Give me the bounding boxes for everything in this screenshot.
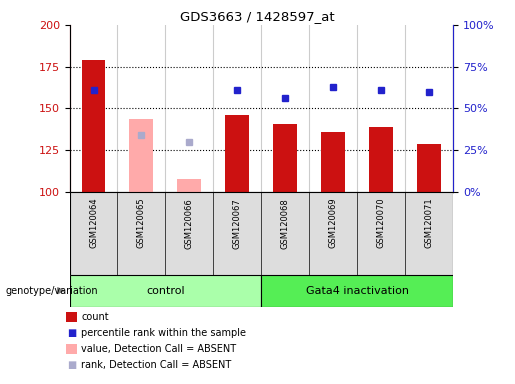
Text: Gata4 inactivation: Gata4 inactivation xyxy=(306,286,409,296)
Bar xyxy=(273,124,297,192)
Bar xyxy=(81,60,106,192)
Bar xyxy=(261,275,453,307)
Bar xyxy=(226,115,249,192)
Bar xyxy=(417,144,441,192)
Text: genotype/variation: genotype/variation xyxy=(5,286,98,296)
Text: GSM120067: GSM120067 xyxy=(233,198,242,248)
Bar xyxy=(178,179,201,192)
Text: GSM120068: GSM120068 xyxy=(281,198,290,248)
Text: GSM120069: GSM120069 xyxy=(329,198,338,248)
Text: GSM120071: GSM120071 xyxy=(425,198,434,248)
Bar xyxy=(369,127,393,192)
Text: GDS3663 / 1428597_at: GDS3663 / 1428597_at xyxy=(180,10,335,23)
Text: GSM120064: GSM120064 xyxy=(89,198,98,248)
Text: GSM120065: GSM120065 xyxy=(137,198,146,248)
Text: count: count xyxy=(81,312,109,322)
Text: rank, Detection Call = ABSENT: rank, Detection Call = ABSENT xyxy=(81,360,232,370)
Text: percentile rank within the sample: percentile rank within the sample xyxy=(81,328,246,338)
Bar xyxy=(129,119,153,192)
Text: GSM120070: GSM120070 xyxy=(377,198,386,248)
Text: GSM120066: GSM120066 xyxy=(185,198,194,248)
Text: ■: ■ xyxy=(67,328,77,338)
Text: control: control xyxy=(146,286,185,296)
Bar xyxy=(70,275,261,307)
Text: ■: ■ xyxy=(67,360,77,370)
Text: value, Detection Call = ABSENT: value, Detection Call = ABSENT xyxy=(81,344,236,354)
Bar xyxy=(321,132,345,192)
